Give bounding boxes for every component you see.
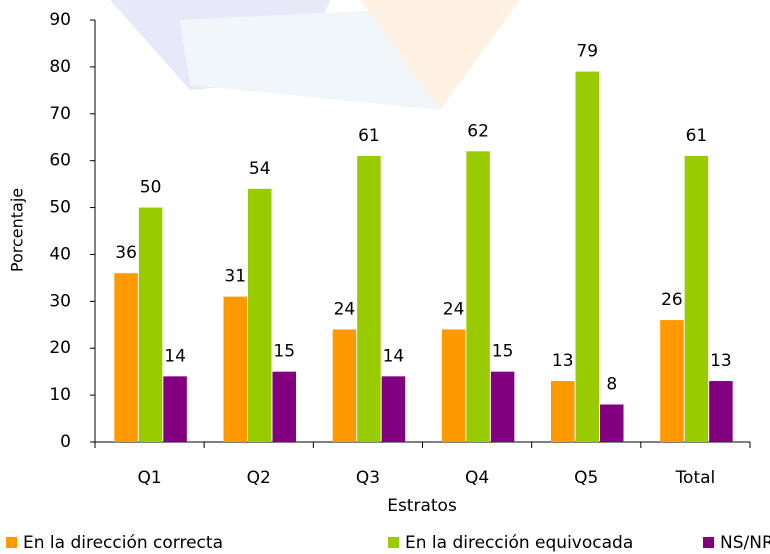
bar	[709, 381, 733, 442]
value-label: 15	[492, 342, 514, 362]
bar	[114, 273, 138, 442]
value-label: 36	[115, 243, 137, 263]
legend-label: En la dirección correcta	[23, 533, 223, 553]
value-label: 14	[164, 346, 186, 366]
value-label: 54	[249, 159, 271, 179]
value-label: 79	[576, 42, 598, 62]
bar	[163, 376, 187, 442]
y-tick-label: 50	[49, 198, 71, 218]
bar	[272, 371, 296, 442]
value-label: 13	[552, 351, 574, 371]
y-tick-label: 0	[60, 432, 71, 452]
bar	[357, 155, 381, 442]
x-tick-label: Q1	[137, 468, 161, 488]
bar	[490, 371, 515, 442]
y-tick-label: 30	[49, 291, 71, 311]
value-label: 62	[467, 121, 489, 141]
bar	[248, 188, 272, 442]
watermark	[110, 0, 520, 110]
value-label: 24	[443, 299, 465, 319]
x-tick-label: Q5	[574, 468, 598, 488]
legend-label: NS/NR	[720, 533, 770, 553]
value-label: 31	[224, 267, 246, 287]
bar	[660, 320, 684, 442]
bar	[223, 296, 247, 442]
bar	[551, 381, 575, 442]
legend-swatch	[6, 537, 17, 548]
y-tick-label: 80	[49, 57, 71, 77]
value-label: 15	[273, 342, 295, 362]
y-tick-label: 10	[49, 385, 71, 405]
value-label: 61	[686, 126, 708, 146]
value-label: 26	[661, 290, 683, 310]
x-tick-label: Total	[675, 468, 716, 488]
value-label: 61	[358, 126, 380, 146]
bar	[466, 151, 490, 443]
x-tick-label: Q3	[356, 468, 380, 488]
bar	[441, 329, 466, 442]
bar	[684, 155, 709, 442]
bar	[332, 329, 357, 442]
bar	[138, 207, 163, 442]
x-axis-label: Estratos	[387, 496, 457, 516]
bar	[600, 404, 624, 442]
y-tick-label: 20	[49, 338, 71, 358]
legend-label: En la dirección equivocada	[405, 533, 633, 553]
x-tick-label: Q2	[247, 468, 271, 488]
value-label: 8	[606, 374, 617, 394]
value-label: 13	[710, 351, 732, 371]
y-tick-label: 60	[49, 151, 71, 171]
bar	[575, 71, 599, 443]
x-tick-label: Q4	[465, 468, 489, 488]
y-tick-label: 90	[49, 10, 71, 30]
y-tick-label: 40	[49, 244, 71, 264]
y-tick-label: 70	[49, 104, 71, 124]
legend-swatch	[703, 537, 714, 548]
value-label: 14	[383, 346, 405, 366]
value-label: 50	[140, 178, 162, 198]
bar	[381, 376, 406, 442]
y-axis-label: Porcentaje	[8, 188, 27, 272]
value-label: 24	[334, 299, 356, 319]
legend-swatch	[388, 537, 399, 548]
